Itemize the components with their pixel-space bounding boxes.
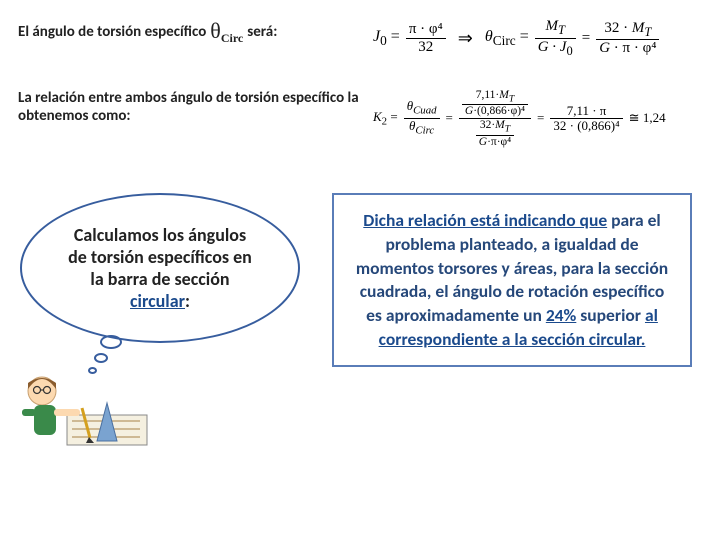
frac-j0: π · φ⁴ 32 <box>406 21 446 55</box>
mid-paragraph: La relación entre ambos ángulo de torsió… <box>18 89 373 125</box>
k2-label: K2 = <box>373 109 398 128</box>
frac-ratio: θCuad θCirc <box>404 99 440 137</box>
theta-symbol: θCirc <box>210 18 243 46</box>
intro-post: será: <box>247 23 277 41</box>
intro-pre: El ángulo de torsión específico <box>18 23 206 41</box>
eq3: = <box>537 110 544 126</box>
bubble-text: Calculamos los ángulos de torsión especí… <box>68 224 252 312</box>
engineer-icon <box>12 353 152 453</box>
j0-label: J0 = <box>373 28 400 49</box>
implies-arrow: ⇒ <box>452 28 479 49</box>
intro-line: El ángulo de torsión específico θCirc se… <box>18 18 373 46</box>
eq-sign: = <box>582 30 590 47</box>
speech-bubble-region: Calculamos los ángulos de torsión especí… <box>12 193 312 453</box>
frac-theta1: MT G · J0 <box>535 18 576 59</box>
conclusion-text: Dicha relación está indicando que para e… <box>356 209 668 349</box>
speech-bubble: Calculamos los ángulos de torsión especí… <box>20 193 300 343</box>
frac-mid-top: 7,11·MTG·(0,866·φ)⁴ 32·MTG·π·φ⁴ <box>459 89 531 149</box>
theta-circ-label: θCirc = <box>485 28 529 49</box>
frac-theta2: 32 · MT G · π · φ⁴ <box>596 20 659 57</box>
bubble-highlight: circular <box>130 290 185 312</box>
formula-k2: K2 = θCuad θCirc = 7,11·MTG·(0,866·φ)⁴ 3… <box>373 89 708 149</box>
formula-j0-theta: J0 = π · φ⁴ 32 ⇒ θCirc = MT G · J0 = 32 … <box>373 18 708 59</box>
approx: ≅ 1,24 <box>629 110 666 126</box>
frac-final: 7,11 · π 32 · (0,866)⁴ <box>550 104 622 134</box>
conclusion-box: Dicha relación está indicando que para e… <box>332 193 692 367</box>
pct-highlight: 24% <box>546 304 577 326</box>
eq2: = <box>446 110 453 126</box>
